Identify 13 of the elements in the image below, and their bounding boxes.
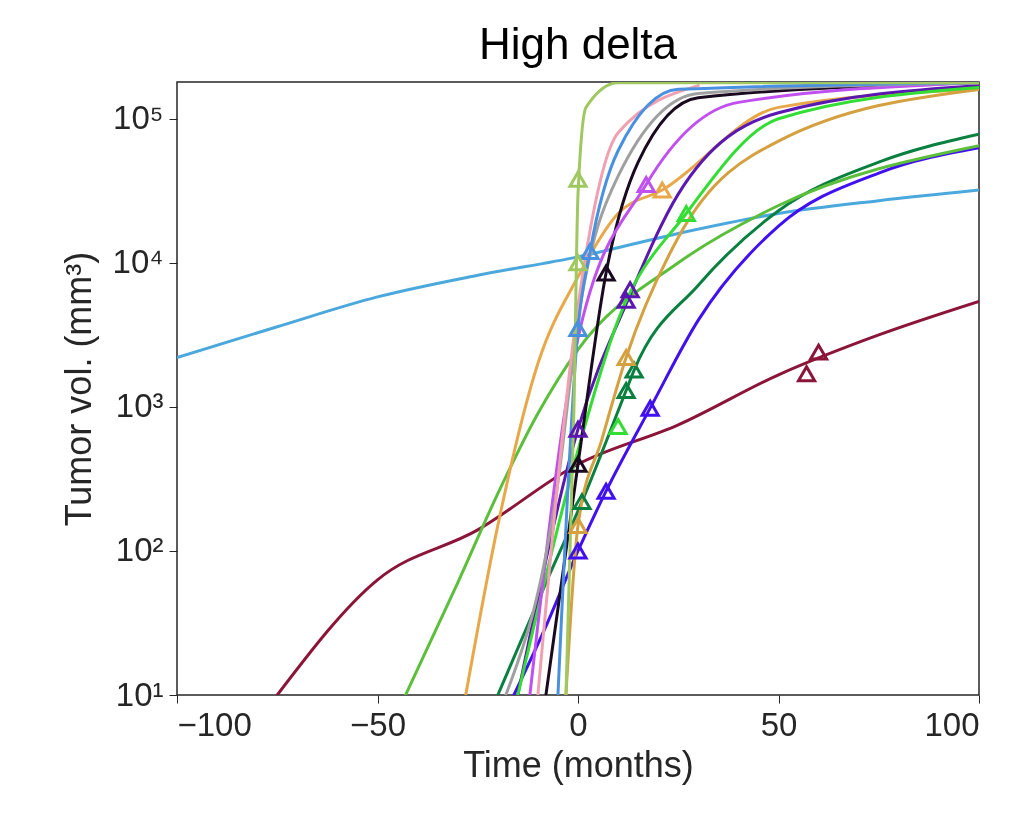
x-tick-label: 100 xyxy=(924,705,980,743)
y-tick-label: 10² xyxy=(115,531,164,569)
y-tick-label: 10⁵ xyxy=(113,99,164,137)
y-tick-label: 10¹ xyxy=(115,675,164,713)
x-tick-label: 0 xyxy=(569,705,588,743)
x-tick-label: −50 xyxy=(350,705,406,743)
x-axis-title: Time (months) xyxy=(463,743,694,785)
x-tick-label: −100 xyxy=(177,705,252,743)
y-tick-label: 10⁴ xyxy=(112,243,164,281)
y-tick-label: 10³ xyxy=(115,387,164,425)
x-tick-label: 50 xyxy=(760,705,798,743)
y-axis-title: Tumor vol. (mm³) xyxy=(57,251,99,527)
chart-title: High delta xyxy=(478,19,678,68)
